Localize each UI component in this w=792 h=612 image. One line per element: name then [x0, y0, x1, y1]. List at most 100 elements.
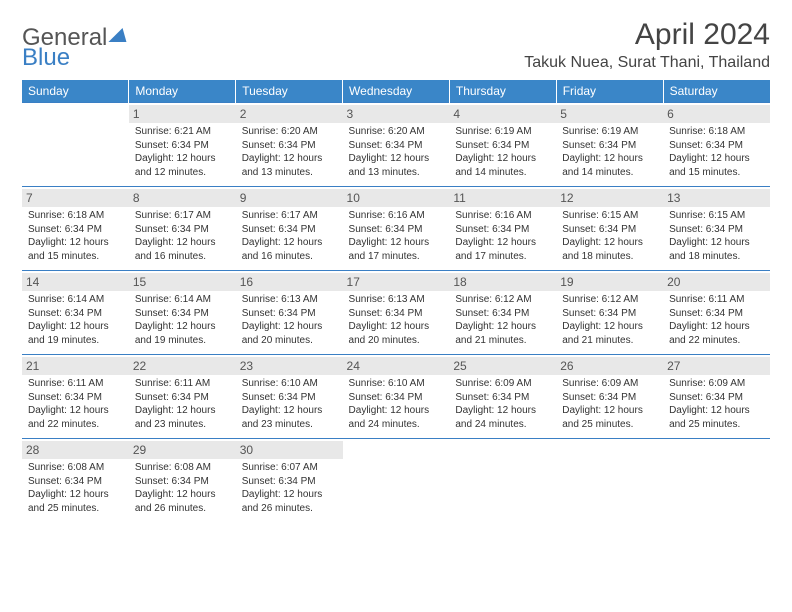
calendar-cell: 26 Sunrise: 6:09 AMSunset: 6:34 PMDayligh… [556, 355, 663, 439]
day-number: 23 [236, 357, 343, 375]
day-number: 29 [129, 441, 236, 459]
calendar-cell: 29 Sunrise: 6:08 AMSunset: 6:34 PMDayligh… [129, 439, 236, 523]
day-details: Sunrise: 6:10 AMSunset: 6:34 PMDaylight:… [242, 377, 337, 431]
calendar-cell: 1 Sunrise: 6:21 AMSunset: 6:34 PMDaylight… [129, 103, 236, 187]
day-number: 19 [556, 273, 663, 291]
calendar-cell: 10Sunrise: 6:16 AMSunset: 6:34 PMDayligh… [343, 187, 450, 271]
calendar-cell [663, 439, 770, 523]
calendar-cell: 25 Sunrise: 6:09 AMSunset: 6:34 PMDayligh… [449, 355, 556, 439]
day-details: Sunrise: 6:11 AMSunset: 6:34 PMDaylight:… [28, 377, 123, 431]
day-number: 14 [22, 273, 129, 291]
day-details: Sunrise: 6:21 AMSunset: 6:34 PMDaylight:… [135, 125, 230, 179]
calendar-cell [22, 103, 129, 187]
day-details: Sunrise: 6:09 AMSunset: 6:34 PMDaylight:… [455, 377, 550, 431]
day-details: Sunrise: 6:08 AMSunset: 6:34 PMDaylight:… [135, 461, 230, 515]
calendar-week-row: 14 Sunrise: 6:14 AMSunset: 6:34 PMDayligh… [22, 271, 770, 355]
day-details: Sunrise: 6:13 AMSunset: 6:34 PMDaylight:… [242, 293, 337, 347]
day-details: Sunrise: 6:17 AMSunset: 6:34 PMDaylight:… [135, 209, 230, 263]
calendar-cell: 5 Sunrise: 6:19 AMSunset: 6:34 PMDaylight… [556, 103, 663, 187]
day-number: 25 [449, 357, 556, 375]
calendar-cell: 17Sunrise: 6:13 AMSunset: 6:34 PMDayligh… [343, 271, 450, 355]
title-block: April 2024 Takuk Nuea, Surat Thani, Thai… [524, 18, 770, 72]
month-title: April 2024 [524, 18, 770, 52]
day-details: Sunrise: 6:20 AMSunset: 6:34 PMDaylight:… [242, 125, 337, 179]
day-number: 16 [236, 273, 343, 291]
calendar-cell: 22 Sunrise: 6:11 AMSunset: 6:34 PMDayligh… [129, 355, 236, 439]
calendar-cell: 2 Sunrise: 6:20 AMSunset: 6:34 PMDaylight… [236, 103, 343, 187]
day-details: Sunrise: 6:12 AMSunset: 6:34 PMDaylight:… [455, 293, 550, 347]
day-details: Sunrise: 6:16 AMSunset: 6:34 PMDaylight:… [455, 209, 550, 263]
day-number: 22 [129, 357, 236, 375]
day-details: Sunrise: 6:18 AMSunset: 6:34 PMDaylight:… [669, 125, 764, 179]
calendar-cell: 18 Sunrise: 6:12 AMSunset: 6:34 PMDayligh… [449, 271, 556, 355]
day-number: 15 [129, 273, 236, 291]
day-details: Sunrise: 6:17 AMSunset: 6:34 PMDaylight:… [242, 209, 337, 263]
calendar-header-row: SundayMondayTuesdayWednesdayThursdayFrid… [22, 80, 770, 103]
calendar-cell: 3Sunrise: 6:20 AMSunset: 6:34 PMDaylight… [343, 103, 450, 187]
calendar-cell: 15 Sunrise: 6:14 AMSunset: 6:34 PMDayligh… [129, 271, 236, 355]
logo-triangle-icon [109, 28, 132, 42]
day-details: Sunrise: 6:18 AMSunset: 6:34 PMDaylight:… [28, 209, 123, 263]
day-details: Sunrise: 6:15 AMSunset: 6:34 PMDaylight:… [669, 209, 764, 263]
day-number: 6 [663, 105, 770, 123]
day-number: 1 [129, 105, 236, 123]
weekday-header: Tuesday [236, 80, 343, 103]
calendar-cell [556, 439, 663, 523]
day-number: 13 [663, 189, 770, 207]
day-details: Sunrise: 6:14 AMSunset: 6:34 PMDaylight:… [28, 293, 123, 347]
day-details: Sunrise: 6:12 AMSunset: 6:34 PMDaylight:… [562, 293, 657, 347]
weekday-header: Wednesday [343, 80, 450, 103]
day-number: 28 [22, 441, 129, 459]
location: Takuk Nuea, Surat Thani, Thailand [524, 54, 770, 72]
calendar-cell: 7 Sunrise: 6:18 AMSunset: 6:34 PMDaylight… [22, 187, 129, 271]
calendar-body: 1 Sunrise: 6:21 AMSunset: 6:34 PMDaylight… [22, 103, 770, 523]
day-details: Sunrise: 6:19 AMSunset: 6:34 PMDaylight:… [455, 125, 550, 179]
weekday-header: Saturday [663, 80, 770, 103]
day-number: 8 [129, 189, 236, 207]
day-number: 21 [22, 357, 129, 375]
calendar-cell [343, 439, 450, 523]
day-details: Sunrise: 6:08 AMSunset: 6:34 PMDaylight:… [28, 461, 123, 515]
calendar-cell: 9 Sunrise: 6:17 AMSunset: 6:34 PMDaylight… [236, 187, 343, 271]
day-number: 24 [343, 357, 450, 375]
calendar-cell: 30 Sunrise: 6:07 AMSunset: 6:34 PMDayligh… [236, 439, 343, 523]
day-number: 3 [343, 105, 450, 123]
day-details: Sunrise: 6:14 AMSunset: 6:34 PMDaylight:… [135, 293, 230, 347]
weekday-header: Thursday [449, 80, 556, 103]
day-details: Sunrise: 6:07 AMSunset: 6:34 PMDaylight:… [242, 461, 337, 515]
calendar-week-row: 1 Sunrise: 6:21 AMSunset: 6:34 PMDaylight… [22, 103, 770, 187]
day-details: Sunrise: 6:09 AMSunset: 6:34 PMDaylight:… [562, 377, 657, 431]
day-number: 18 [449, 273, 556, 291]
day-number: 26 [556, 357, 663, 375]
day-details: Sunrise: 6:13 AMSunset: 6:34 PMDaylight:… [349, 293, 444, 347]
calendar-cell: 16 Sunrise: 6:13 AMSunset: 6:34 PMDayligh… [236, 271, 343, 355]
weekday-header: Sunday [22, 80, 129, 103]
day-number: 4 [449, 105, 556, 123]
day-number: 27 [663, 357, 770, 375]
calendar-table: SundayMondayTuesdayWednesdayThursdayFrid… [22, 80, 770, 523]
day-number: 5 [556, 105, 663, 123]
day-number: 9 [236, 189, 343, 207]
day-details: Sunrise: 6:19 AMSunset: 6:34 PMDaylight:… [562, 125, 657, 179]
calendar-cell: 23 Sunrise: 6:10 AMSunset: 6:34 PMDayligh… [236, 355, 343, 439]
day-details: Sunrise: 6:15 AMSunset: 6:34 PMDaylight:… [562, 209, 657, 263]
calendar-cell: 28 Sunrise: 6:08 AMSunset: 6:34 PMDayligh… [22, 439, 129, 523]
calendar-cell: 21 Sunrise: 6:11 AMSunset: 6:34 PMDayligh… [22, 355, 129, 439]
calendar-week-row: 7 Sunrise: 6:18 AMSunset: 6:34 PMDaylight… [22, 187, 770, 271]
calendar-cell [449, 439, 556, 523]
day-number: 12 [556, 189, 663, 207]
day-number: 2 [236, 105, 343, 123]
day-number: 10 [343, 189, 450, 207]
calendar-cell: 12 Sunrise: 6:15 AMSunset: 6:34 PMDayligh… [556, 187, 663, 271]
calendar-cell: 13 Sunrise: 6:15 AMSunset: 6:34 PMDayligh… [663, 187, 770, 271]
day-details: Sunrise: 6:11 AMSunset: 6:34 PMDaylight:… [669, 293, 764, 347]
day-number: 11 [449, 189, 556, 207]
calendar-cell: 4 Sunrise: 6:19 AMSunset: 6:34 PMDaylight… [449, 103, 556, 187]
day-details: Sunrise: 6:10 AMSunset: 6:34 PMDaylight:… [349, 377, 444, 431]
calendar-cell: 19 Sunrise: 6:12 AMSunset: 6:34 PMDayligh… [556, 271, 663, 355]
calendar-cell: 11 Sunrise: 6:16 AMSunset: 6:34 PMDayligh… [449, 187, 556, 271]
day-number: 7 [22, 189, 129, 207]
day-details: Sunrise: 6:11 AMSunset: 6:34 PMDaylight:… [135, 377, 230, 431]
day-number: 20 [663, 273, 770, 291]
day-number: 30 [236, 441, 343, 459]
